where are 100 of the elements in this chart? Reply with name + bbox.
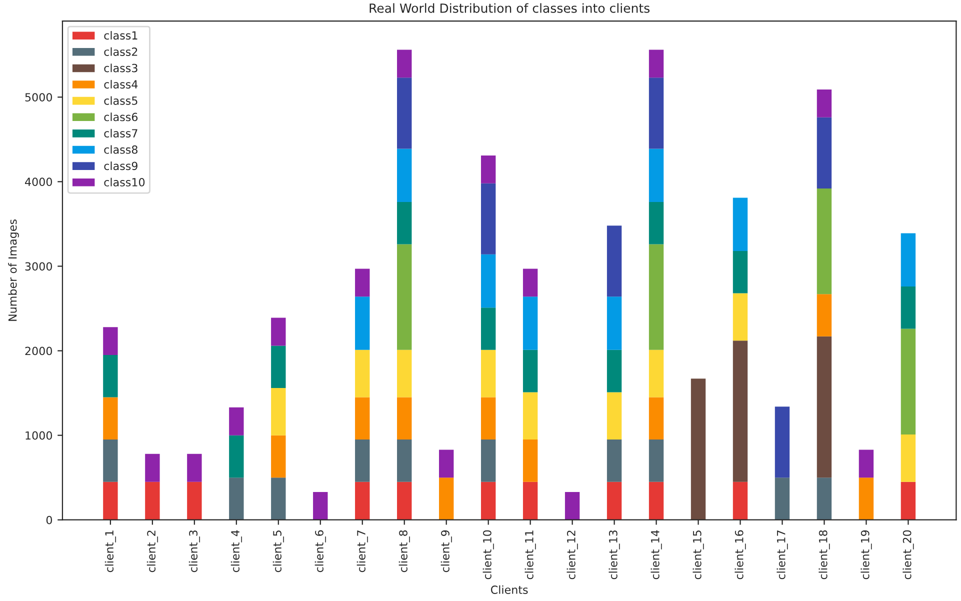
bar	[397, 148, 412, 202]
bar	[816, 188, 832, 294]
bar	[397, 350, 412, 398]
bar	[480, 155, 496, 184]
bar	[648, 50, 664, 78]
x-tick-label: client_19	[860, 530, 872, 580]
legend-label: class3	[104, 64, 138, 72]
bar	[355, 482, 370, 520]
bar	[439, 478, 454, 520]
x-tick-label: client_11	[524, 530, 536, 580]
bar	[564, 492, 580, 520]
bar	[522, 392, 538, 440]
x-tick-label: client_15	[692, 530, 704, 580]
bar	[480, 254, 496, 308]
bar	[732, 293, 748, 341]
bar	[439, 450, 454, 478]
x-tick-label: client_2	[146, 530, 158, 572]
bar	[355, 296, 370, 350]
bar	[480, 350, 496, 398]
bar	[648, 202, 664, 244]
y-tick-label: 3000	[25, 262, 52, 271]
x-tick-label: client_9	[440, 530, 452, 572]
x-tick-label: client_12	[566, 530, 578, 580]
bar	[606, 440, 622, 482]
bar	[103, 397, 118, 440]
bar	[103, 354, 118, 398]
legend-label: class2	[104, 47, 138, 56]
x-tick-label: client_6	[314, 530, 326, 572]
x-tick-label: client_10	[482, 530, 494, 580]
bar	[648, 148, 664, 202]
bar	[858, 478, 874, 520]
y-tick-label: 2000	[25, 346, 52, 356]
legend-label: class7	[104, 128, 138, 138]
bar	[732, 340, 748, 482]
chart-title: Real World Distribution of classes into clients	[370, 3, 650, 13]
legend-label: class9	[104, 162, 138, 170]
bar	[187, 454, 202, 482]
bar	[732, 251, 748, 294]
bar	[397, 440, 412, 482]
legend-label: class10	[104, 178, 145, 186]
bar	[229, 407, 244, 436]
bar	[145, 482, 160, 520]
bar	[355, 397, 370, 440]
bar	[816, 294, 832, 336]
x-tick-label: client_18	[818, 530, 830, 580]
y-tick-label: 4000	[25, 178, 52, 186]
bar	[397, 482, 412, 520]
bar	[480, 482, 496, 520]
bar	[522, 268, 538, 297]
bar	[606, 296, 622, 350]
x-tick-label: client_17	[776, 530, 788, 580]
bar	[271, 346, 286, 388]
x-tick-label: client_13	[608, 530, 620, 580]
bar	[900, 482, 916, 520]
legend-label: class4	[104, 80, 138, 89]
bar	[522, 482, 538, 520]
bar	[900, 286, 916, 329]
bar	[816, 117, 832, 188]
bar	[103, 327, 118, 355]
bar	[816, 336, 832, 478]
x-axis-title: Clients	[490, 585, 528, 594]
bar	[271, 435, 286, 478]
y-axis-title: Number of Images	[8, 219, 19, 321]
bar	[103, 482, 118, 520]
bar	[397, 78, 412, 149]
bar	[774, 406, 790, 478]
bar	[648, 78, 664, 149]
bar	[606, 226, 622, 297]
y-tick-label: 5000	[25, 93, 52, 102]
bar	[900, 434, 916, 482]
bar	[355, 440, 370, 482]
legend-label: class6	[104, 112, 138, 122]
bar	[522, 296, 538, 350]
bar	[816, 90, 832, 118]
bar	[355, 350, 370, 398]
bar	[145, 454, 160, 482]
bar	[397, 202, 412, 244]
legend-label: class1	[104, 31, 138, 40]
bar	[606, 392, 622, 440]
bar	[480, 397, 496, 440]
bar	[397, 50, 412, 78]
bar	[732, 482, 748, 520]
bar	[648, 244, 664, 350]
bar	[480, 308, 496, 350]
bar	[774, 478, 790, 520]
x-tick-label: client_14	[650, 530, 662, 580]
bar	[648, 350, 664, 398]
legend-label: class8	[104, 145, 138, 154]
bar	[187, 482, 202, 520]
bar	[732, 198, 748, 252]
bar	[229, 435, 244, 478]
bar	[355, 268, 370, 297]
bar	[229, 478, 244, 520]
bar	[522, 350, 538, 392]
bar	[606, 482, 622, 520]
x-tick-label: client_5	[272, 530, 284, 572]
bar	[103, 440, 118, 482]
bar	[271, 478, 286, 520]
bar	[858, 450, 874, 478]
bar	[397, 397, 412, 440]
